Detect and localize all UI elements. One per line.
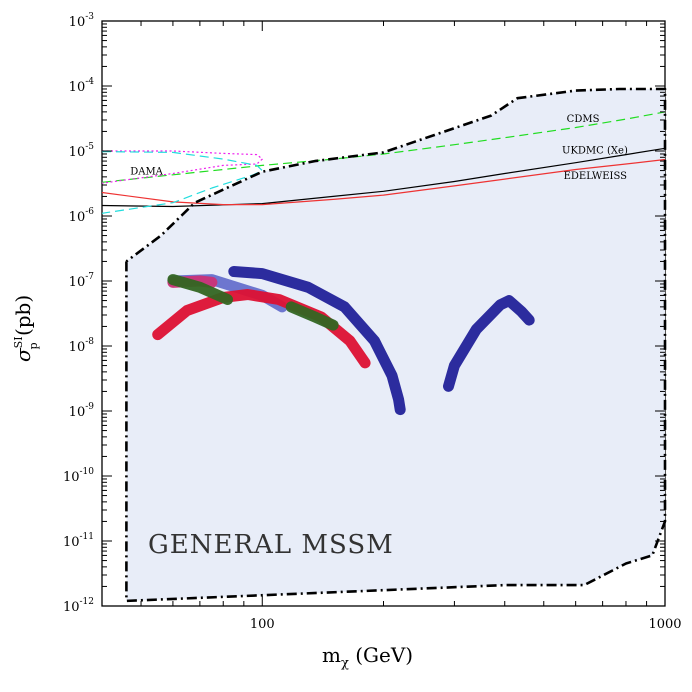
annotation-cdms: CDMS [567,114,600,125]
band-layer [152,266,535,416]
blue-dark-band [228,266,406,416]
series-layer [101,87,667,603]
green-band-upper [167,274,234,305]
annotation-edelweiss: EDELWEISS [564,171,628,182]
red-band [152,289,371,369]
x-tick-label: 100 [250,617,275,632]
series-dama-cyan [101,151,263,214]
general-mssm-region-layer [126,89,665,601]
y-tick-label: 10-3 [69,12,95,30]
tick-layer [101,20,666,607]
y-tick-label: 10-6 [69,207,95,225]
y-tick-label: 10-7 [69,272,95,290]
series-cdms [101,111,666,183]
y-tick-label: 10-9 [69,402,95,420]
series-edelweiss [101,158,666,206]
y-tick-label: 10-12 [63,597,94,615]
y-tick-label: 10-10 [63,467,94,485]
blue-right-band [443,295,535,392]
y-tick-label: 10-8 [69,337,95,355]
y-tick-label: 10-4 [69,77,95,95]
y-tick-label: 10-11 [63,532,94,550]
annotation-dama: DAMA [130,167,163,178]
y-tick-label: 10-5 [69,142,95,160]
x-tick-label: 1000 [648,617,681,632]
label-layer: 10-3 10-4 10-5 10-6 10-7 10-8 10-9 10-10 10-11 10… [63,12,682,632]
region-label-general-mssm: GENERAL MSSM [148,530,394,560]
annotation-ukdmc-xe: UKDMC (Xe) [562,146,628,157]
series-gmssm-boundary [125,87,667,603]
y-axis-title: σSI p (pb) [11,295,40,362]
general-mssm-region [126,89,665,601]
series-ukdmc-xe [101,147,666,208]
green-band-lower [285,301,339,331]
x-axis-title: mχ (GeV) [322,643,413,671]
series-dama-magenta [101,150,263,184]
